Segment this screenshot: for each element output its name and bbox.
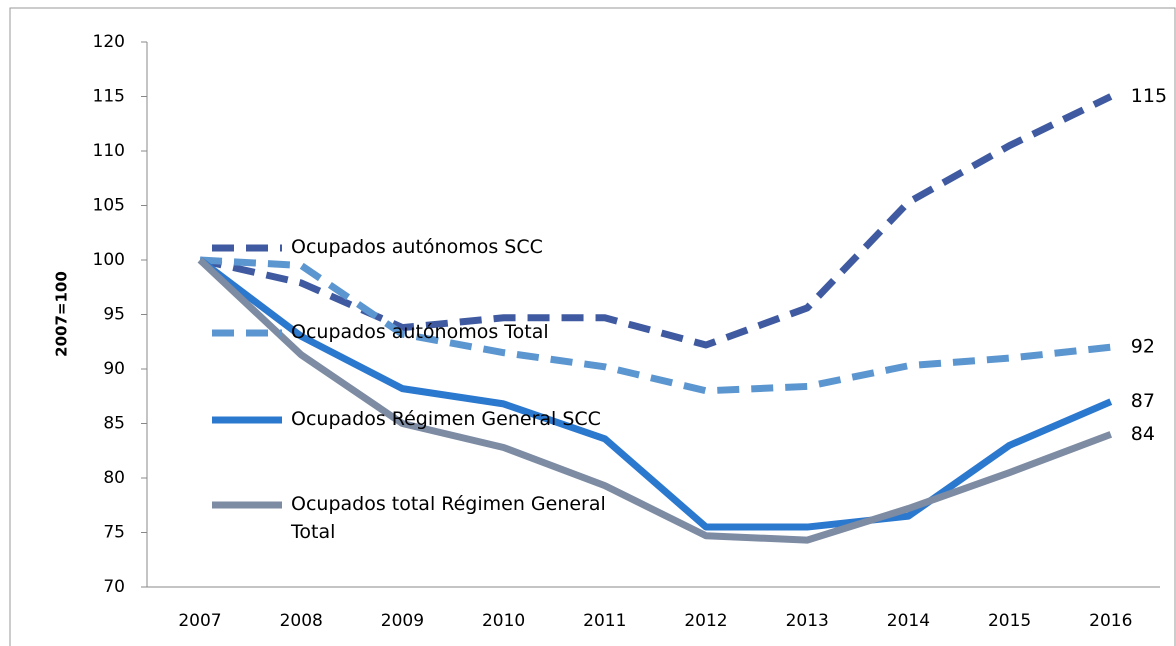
series-line <box>197 257 1113 544</box>
y-tick-label: 80 <box>103 468 125 488</box>
y-tick-label: 90 <box>103 359 125 379</box>
x-tick-label: 2011 <box>583 611 626 631</box>
legend-label: Ocupados autónomos SCC <box>291 236 543 258</box>
legend-label: Ocupados autónomos Total <box>291 321 549 343</box>
y-tick-label: 115 <box>93 87 125 107</box>
end-label: 115 <box>1131 85 1167 107</box>
y-tick-label: 105 <box>93 196 125 216</box>
x-tick-label: 2010 <box>482 611 525 631</box>
y-tick-label: 120 <box>93 32 125 52</box>
x-tick-label: 2013 <box>786 611 829 631</box>
y-tick-label: 95 <box>103 305 125 325</box>
end-label: 92 <box>1131 336 1155 358</box>
y-tick-label: 100 <box>93 250 125 270</box>
legend-label: Ocupados Régimen General SCC <box>291 408 601 430</box>
x-tick-label: 2015 <box>988 611 1031 631</box>
series-line <box>197 257 1113 531</box>
x-tick-label: 2007 <box>178 611 221 631</box>
x-tick-label: 2016 <box>1089 611 1132 631</box>
y-axis-label: 2007=100 <box>53 271 71 357</box>
series-line <box>199 256 1112 395</box>
frame <box>9 7 1176 646</box>
x-tick-label: 2014 <box>887 611 930 631</box>
y-tick-label: 75 <box>103 523 125 543</box>
legend-label: Ocupados total Régimen General Total <box>291 493 606 543</box>
y-tick-label: 85 <box>103 414 125 434</box>
x-tick-label: 2009 <box>381 611 424 631</box>
y-tick-label: 110 <box>93 141 125 161</box>
x-tick-label: 2012 <box>684 611 727 631</box>
end-label: 84 <box>1131 423 1155 445</box>
series-line <box>199 93 1113 349</box>
end-label: 87 <box>1131 390 1155 412</box>
y-tick-label: 70 <box>103 577 125 597</box>
x-tick-label: 2008 <box>280 611 323 631</box>
